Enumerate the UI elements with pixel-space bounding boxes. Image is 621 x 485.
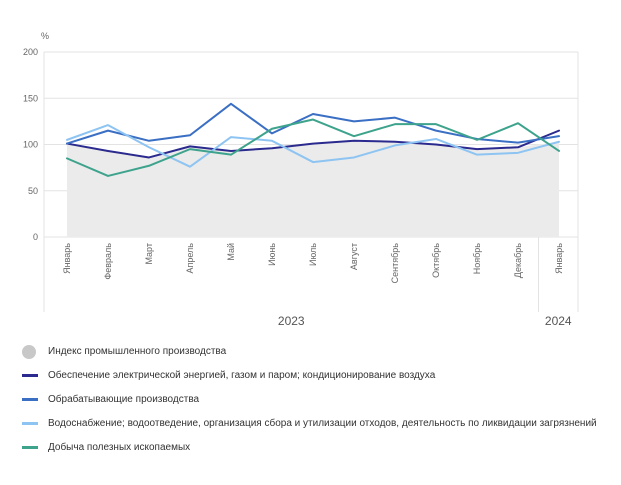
area-series — [67, 140, 559, 237]
legend-line-icon — [22, 374, 38, 377]
y-axis: 0 50 100 150 200 — [23, 47, 38, 242]
legend-line-icon — [22, 398, 38, 401]
legend-item[interactable]: Обрабатывающие производства — [22, 394, 602, 406]
legend-item[interactable]: Индекс промышленного производства — [22, 345, 602, 359]
legend-label: Добыча полезных ископаемых — [48, 442, 191, 453]
line-series — [66, 102, 560, 177]
legend-item[interactable]: Водоснабжение; водоотведение, организаци… — [22, 418, 602, 430]
y-tick-label: 200 — [23, 47, 38, 57]
x-tick-label: Апрель — [185, 243, 195, 274]
year-label: 2023 — [278, 314, 305, 328]
legend-line-icon — [22, 446, 38, 449]
x-tick-label: Январь — [554, 243, 564, 274]
year-label: 2024 — [545, 314, 572, 328]
legend-line-icon — [22, 422, 38, 425]
x-tick-label: Май — [226, 243, 236, 261]
x-tick-label: Март — [144, 243, 154, 265]
legend-item[interactable]: Добыча полезных ископаемых — [22, 442, 602, 454]
area-series-industrial-index — [67, 140, 559, 237]
legend-label: Обеспечение электрической энергией, газо… — [48, 370, 436, 381]
y-tick-label: 150 — [23, 93, 38, 103]
legend-label: Водоснабжение; водоотведение, организаци… — [48, 418, 597, 429]
legend-label: Индекс промышленного производства — [48, 346, 227, 357]
x-tick-label: Октябрь — [431, 243, 441, 278]
line-series-4 — [66, 118, 560, 177]
legend-dot-icon — [22, 345, 36, 359]
chart: 0 50 100 150 200 Январь Февраль Март Апрель Май И… — [23, 31, 579, 328]
legend: Индекс промышленного производства Обеспеч… — [22, 345, 602, 466]
line-series-3 — [66, 124, 560, 168]
y-tick-label: 0 — [33, 232, 38, 242]
y-tick-label: 50 — [28, 186, 38, 196]
y-tick-label: 100 — [23, 140, 38, 150]
legend-item[interactable]: Обеспечение электрической энергией, газо… — [22, 370, 602, 382]
x-tick-label: Июнь — [267, 243, 277, 266]
x-tick-label: Август — [349, 243, 359, 270]
x-axis: Январь Февраль Март Апрель Май Июнь Июль Август… — [43, 237, 579, 328]
x-tick-label: Декабрь — [513, 243, 523, 278]
x-tick-label: Июль — [308, 243, 318, 266]
x-tick-label: Сентябрь — [390, 243, 400, 284]
x-tick-label: Январь — [62, 243, 72, 274]
x-tick-label: Ноябрь — [472, 243, 482, 275]
legend-label: Обрабатывающие производства — [48, 394, 200, 405]
y-unit-label: % — [41, 31, 49, 41]
line-series-1 — [66, 129, 560, 159]
x-tick-label: Февраль — [103, 243, 113, 280]
